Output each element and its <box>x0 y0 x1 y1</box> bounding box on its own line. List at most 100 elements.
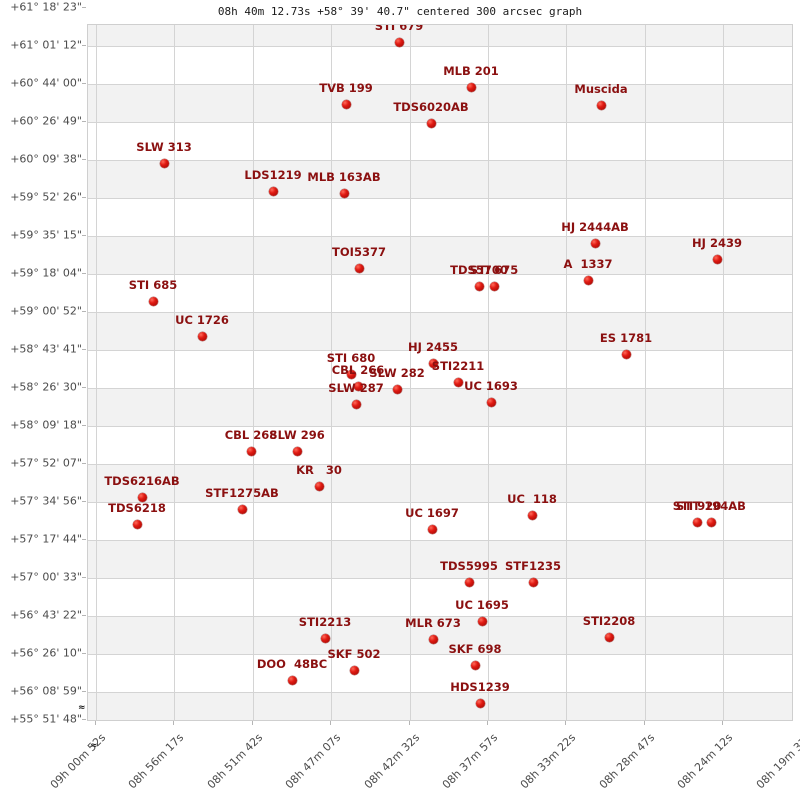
star-marker[interactable] <box>692 517 702 527</box>
y-tick-label: +59° 35' 15" <box>10 228 82 242</box>
star-marker[interactable] <box>604 632 614 642</box>
grid-band <box>88 540 792 578</box>
plot-area: STI 679 TVB 199 MLB 201 TDS6020AB Muscida SLW… <box>87 24 793 721</box>
y-tick-mark <box>82 121 86 122</box>
y-tick-mark <box>82 653 86 654</box>
star-marker[interactable] <box>353 381 363 391</box>
gridline-horizontal <box>88 388 792 389</box>
y-tick-mark <box>82 463 86 464</box>
star-label: UC 1697 <box>405 506 459 520</box>
star-marker[interactable] <box>354 263 364 273</box>
x-tick-label: 08h 28m 47s <box>596 731 657 792</box>
x-tick-label: 08h 24m 12s <box>674 731 736 792</box>
chart-title: 08h 40m 12.73s +58° 39' 40.7" centered 3… <box>217 5 583 18</box>
star-marker[interactable] <box>427 524 437 534</box>
star-marker[interactable] <box>470 660 480 670</box>
star-marker[interactable] <box>528 577 538 587</box>
star-marker[interactable] <box>426 118 436 128</box>
gridline-horizontal <box>88 578 792 579</box>
x-tick-mark <box>173 721 175 725</box>
y-tick-label: +57° 34' 56" <box>10 494 82 508</box>
grid-band <box>88 616 792 654</box>
star-marker[interactable] <box>464 577 474 587</box>
gridline-horizontal <box>88 312 792 313</box>
star-marker[interactable] <box>237 504 247 514</box>
star-marker[interactable] <box>466 82 476 92</box>
star-marker[interactable] <box>148 296 158 306</box>
star-label: SLW 282 <box>369 366 425 380</box>
star-marker[interactable] <box>320 633 330 643</box>
y-tick-mark <box>82 311 86 312</box>
star-marker[interactable] <box>197 331 207 341</box>
x-tick-label: 09h 00m 52s <box>47 731 109 792</box>
star-marker[interactable] <box>712 254 722 264</box>
star-label: STI 679 <box>374 24 424 33</box>
star-marker[interactable] <box>474 281 484 291</box>
y-tick-mark <box>82 691 86 692</box>
star-marker[interactable] <box>583 275 593 285</box>
x-tick-mark <box>643 721 645 725</box>
star-marker[interactable] <box>596 100 606 110</box>
y-tick-label: +59° 18' 04" <box>10 266 82 280</box>
star-label: CBL 266 <box>331 363 385 377</box>
grid-band <box>88 25 792 46</box>
y-axis-break-glyph: ≈ <box>78 703 86 713</box>
y-tick-mark <box>82 45 86 46</box>
x-tick-label: 08h 51m 42s <box>204 731 265 792</box>
star-marker[interactable] <box>246 446 256 456</box>
star-marker[interactable] <box>339 188 349 198</box>
star-label: STF1235 <box>505 559 561 573</box>
star-marker[interactable] <box>137 492 147 502</box>
star-label: Muscida <box>574 82 628 96</box>
gridline-vertical <box>331 25 333 720</box>
star-marker[interactable] <box>349 665 359 675</box>
gridline-horizontal <box>88 654 792 655</box>
star-label: MLB 163AB <box>307 170 381 184</box>
y-tick-label: +59° 52' 26" <box>10 190 82 204</box>
star-marker[interactable] <box>314 481 324 491</box>
grid-band <box>88 84 792 122</box>
star-marker[interactable] <box>489 281 499 291</box>
star-marker[interactable] <box>453 377 463 387</box>
star-label: STI 685 <box>128 278 178 292</box>
star-marker[interactable] <box>590 238 600 248</box>
star-marker[interactable] <box>394 37 404 47</box>
star-marker[interactable] <box>346 369 356 379</box>
star-marker[interactable] <box>287 675 297 685</box>
x-tick-label: 08h 37m 57s <box>439 731 501 792</box>
star-label: STI 920 <box>672 499 722 513</box>
star-marker[interactable] <box>159 158 169 168</box>
grid-band <box>88 236 792 274</box>
x-tick-label: 08h 56m 17s <box>126 731 187 792</box>
gridline-vertical <box>174 25 176 720</box>
y-tick-label: +57° 52' 07" <box>10 456 82 470</box>
y-tick-label: +60° 44' 00" <box>10 76 82 90</box>
star-marker[interactable] <box>392 384 402 394</box>
star-marker[interactable] <box>428 358 438 368</box>
y-tick-label: +58° 43' 41" <box>10 342 82 356</box>
x-tick-label: 08h 19m 37s <box>753 731 800 792</box>
star-marker[interactable] <box>132 519 142 529</box>
star-label: STF1275AB <box>205 486 279 500</box>
star-marker[interactable] <box>527 510 537 520</box>
star-label: HJ 2444AB <box>561 220 629 234</box>
star-marker[interactable] <box>428 634 438 644</box>
star-label: TOI5377 <box>332 245 386 259</box>
x-tick-label: 08h 33m 22s <box>518 731 579 792</box>
y-tick-mark <box>82 273 86 274</box>
star-marker[interactable] <box>292 446 302 456</box>
star-marker[interactable] <box>341 99 351 109</box>
star-marker[interactable] <box>486 397 496 407</box>
x-tick-mark <box>408 721 410 725</box>
y-tick-label: +56° 26' 10" <box>10 646 82 660</box>
star-label: UC 1693 <box>464 379 518 393</box>
star-marker[interactable] <box>477 616 487 626</box>
y-tick-mark <box>82 425 86 426</box>
star-label: STI 680 <box>326 351 376 365</box>
star-marker[interactable] <box>268 186 278 196</box>
star-marker[interactable] <box>621 349 631 359</box>
x-tick-mark <box>95 721 96 725</box>
star-marker[interactable] <box>706 517 716 527</box>
star-marker[interactable] <box>351 399 361 409</box>
star-marker[interactable] <box>475 698 485 708</box>
